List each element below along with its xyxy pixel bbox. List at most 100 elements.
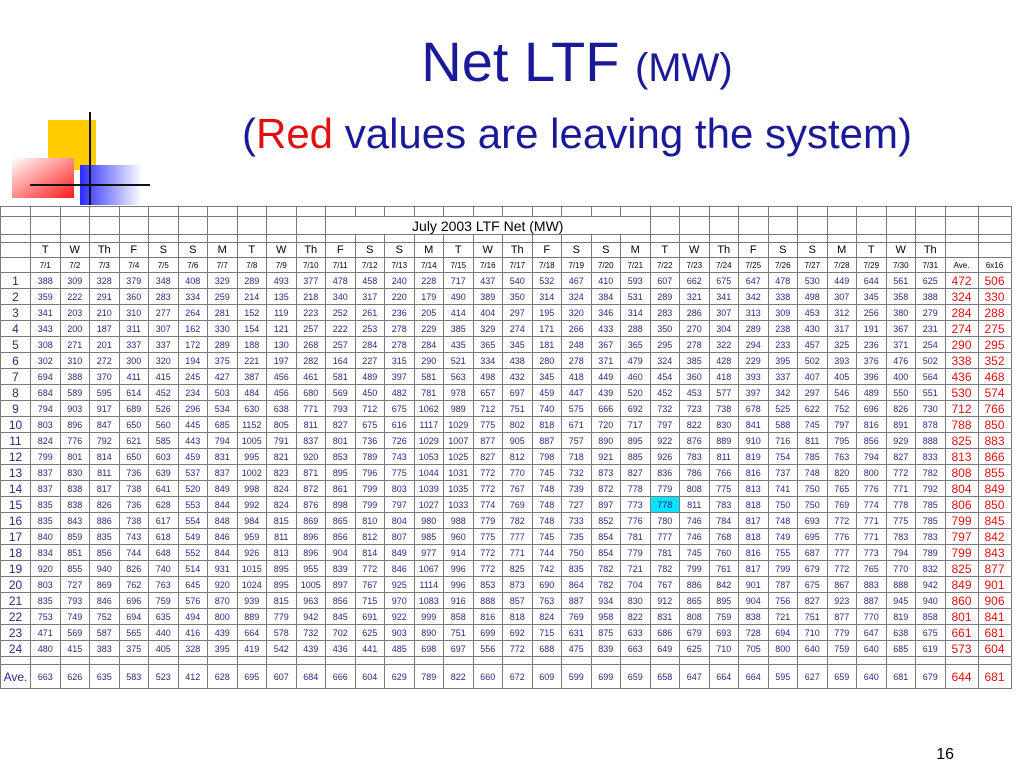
day-of-week-header: S (561, 242, 592, 258)
table-cell: 762 (118, 576, 149, 593)
table-cell: 896 (295, 528, 326, 545)
row-average: 804 (944, 480, 979, 497)
table-cell: 658 (649, 664, 680, 689)
table-cell: 569 (325, 384, 356, 401)
table-cell: 914 (443, 544, 474, 561)
table-cell: 773 (620, 496, 651, 513)
table-cell: 775 (384, 464, 415, 481)
table-cell: 537 (177, 464, 208, 481)
empty-cell (89, 234, 120, 243)
table-cell: 412 (177, 664, 208, 689)
table-cell: 308 (30, 336, 61, 353)
table-cell: 755 (767, 544, 798, 561)
table-cell: 407 (797, 368, 828, 385)
table-cell: 771 (502, 544, 533, 561)
table-cell: 803 (30, 416, 61, 433)
table-cell: 823 (266, 464, 297, 481)
table-cell: 912 (649, 592, 680, 609)
day-of-week-header: T (236, 242, 267, 258)
hour-label: 7 (0, 368, 31, 385)
table-cell: 360 (679, 368, 710, 385)
table-cell: 300 (118, 352, 149, 369)
row-six-by-sixteen: 849 (977, 480, 1012, 497)
table-cell: 342 (767, 384, 798, 401)
table-cell: 397 (738, 384, 769, 401)
table-cell: 589 (59, 384, 90, 401)
table-cell: 857 (502, 592, 533, 609)
table-cell: 449 (826, 272, 857, 289)
table-cell: 827 (885, 448, 916, 465)
table-cell: 773 (856, 544, 887, 561)
table-cell: 261 (354, 304, 385, 321)
hour-label: 6 (0, 352, 31, 369)
table-cell: 750 (797, 480, 828, 497)
empty-cell (59, 206, 90, 217)
table-cell: 831 (207, 448, 238, 465)
table-cell: 389 (472, 288, 503, 305)
table-cell: 960 (443, 528, 474, 545)
table-cell: 890 (590, 432, 621, 449)
table-cell: 777 (502, 528, 533, 545)
date-header: 7/17 (502, 257, 533, 273)
table-cell: 888 (915, 432, 946, 449)
empty-cell (977, 656, 1012, 665)
table-cell: 348 (148, 272, 179, 289)
table-cell: 771 (295, 400, 326, 417)
table-cell: 888 (885, 576, 916, 593)
table-cell: 980 (413, 512, 444, 529)
table-cell: 666 (590, 400, 621, 417)
table-cell: 552 (177, 544, 208, 561)
table-cell: 660 (472, 664, 503, 689)
table-cell: 690 (531, 576, 562, 593)
table-cell: 556 (472, 640, 503, 657)
table-cell: 846 (384, 560, 415, 577)
table-cell: 838 (59, 496, 90, 513)
table-cell: 767 (354, 576, 385, 593)
table-cell: 824 (266, 480, 297, 497)
date-header: 7/31 (915, 257, 946, 273)
empty-cell (354, 656, 385, 665)
table-cell: 205 (413, 304, 444, 321)
table-cell: 772 (826, 560, 857, 577)
day-of-week-header: W (472, 242, 503, 258)
ave-row-label: Ave. (0, 664, 31, 689)
table-cell: 702 (325, 624, 356, 641)
table-cell: 769 (561, 608, 592, 625)
table-cell: 779 (472, 512, 503, 529)
table-cell: 794 (30, 400, 61, 417)
table-cell: 307 (148, 320, 179, 337)
table-cell: 271 (59, 336, 90, 353)
empty-cell (944, 242, 979, 258)
table-cell: 856 (325, 592, 356, 609)
table-cell: 782 (915, 464, 946, 481)
table-cell: 195 (531, 304, 562, 321)
table-cell: 819 (885, 608, 916, 625)
empty-cell (295, 656, 326, 665)
day-of-week-header: M (620, 242, 651, 258)
table-cell: 625 (679, 640, 710, 657)
empty-cell (30, 216, 61, 235)
table-cell: 520 (620, 384, 651, 401)
day-of-week-header: S (384, 242, 415, 258)
table-cell: 922 (384, 608, 415, 625)
subtitle-rest: values are leaving the system) (344, 110, 912, 157)
table-cell: 523 (148, 664, 179, 689)
table-cell: 782 (590, 560, 621, 577)
table-cell: 280 (531, 352, 562, 369)
table-cell: 449 (590, 368, 621, 385)
table-cell: 314 (620, 304, 651, 321)
row-six-by-sixteen: 883 (977, 432, 1012, 449)
hour-label: 2 (0, 288, 31, 305)
table-cell: 738 (118, 512, 149, 529)
row-average: 324 (944, 288, 979, 305)
table-cell: 1035 (443, 480, 474, 497)
table-cell: 302 (30, 352, 61, 369)
empty-cell (502, 234, 533, 243)
table-cell: 816 (738, 544, 769, 561)
empty-cell (885, 216, 916, 235)
table-cell: 789 (354, 448, 385, 465)
empty-cell (856, 206, 887, 217)
table-cell: 408 (177, 272, 208, 289)
table-cell: 616 (384, 416, 415, 433)
day-of-week-header: S (797, 242, 828, 258)
